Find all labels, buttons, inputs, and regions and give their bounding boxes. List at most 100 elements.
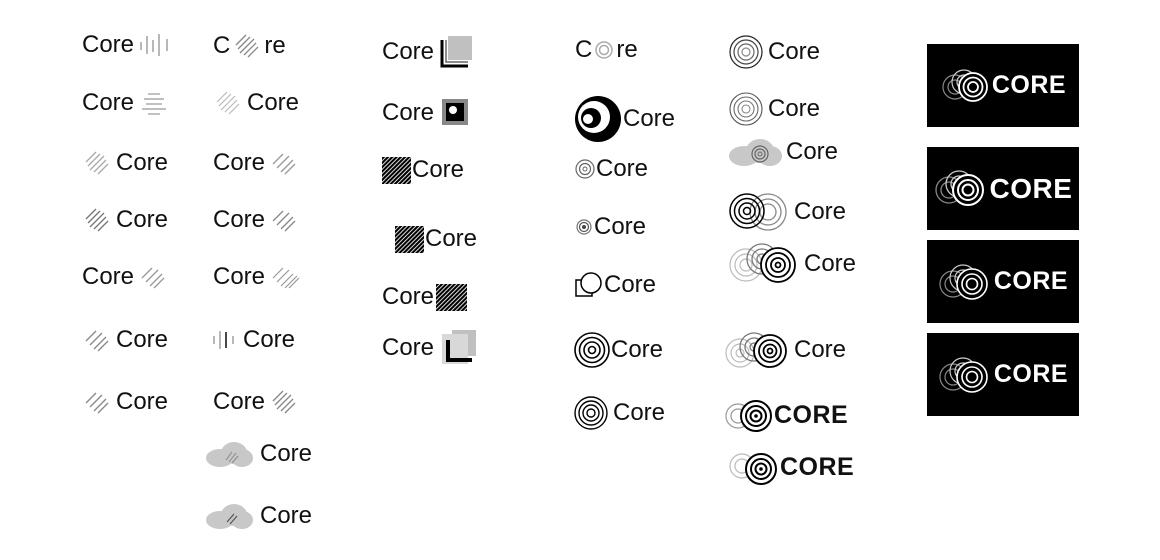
concentric-rings-icon <box>942 68 988 102</box>
striped-square-icon <box>395 226 424 253</box>
logo-multi-rings-core: Core <box>728 243 856 285</box>
diagonal-stripes-icon <box>272 153 296 175</box>
logo-text: Core <box>213 263 266 290</box>
crescent-icon <box>575 96 621 142</box>
diagonal-stripes-icon <box>141 267 165 289</box>
logo-text: Core <box>768 38 821 65</box>
logo-text: Core <box>243 326 296 353</box>
logo-core-stripes-after: Core <box>213 150 299 176</box>
logo-text: Core <box>604 271 657 298</box>
logo-core-stripes: Core <box>84 150 168 176</box>
logo-text: Core <box>794 198 847 225</box>
logo-text: Core <box>213 388 266 415</box>
logo-striped-square-core-2: Core <box>395 225 477 253</box>
logo-rings-core-2: Core <box>573 395 665 431</box>
logo-text: Core <box>213 149 266 176</box>
concentric-rings-icon <box>729 35 763 69</box>
vertical-bars-icon <box>213 331 234 349</box>
concentric-rings-icon <box>729 193 787 231</box>
logo-text: Core <box>116 388 169 415</box>
logo-text: Core <box>116 206 169 233</box>
logo-c-stripes-re: C re <box>213 32 286 59</box>
logo-text: Core <box>594 213 647 240</box>
logo-crescent-core: Core <box>573 94 675 144</box>
logo-text: Core <box>382 283 435 310</box>
logo-text: Core <box>213 206 266 233</box>
logo-text: Core <box>596 155 649 182</box>
dark-logo-panel: CORE <box>927 333 1079 416</box>
logo-core-lines: Core <box>82 90 170 116</box>
logo-core-square-corner: Core <box>382 34 474 70</box>
logo-text: CORE <box>993 267 1069 295</box>
logo-core-cloud-2: Core <box>204 502 312 530</box>
diagonal-stripes-icon <box>85 151 109 175</box>
logo-text: Core <box>412 156 465 183</box>
diagonal-stripes-icon <box>272 267 300 289</box>
striped-square-icon <box>382 157 411 184</box>
logo-core-square-dot: Core <box>382 97 472 129</box>
logo-multi-rings-core-2: Core <box>724 330 846 370</box>
logo-text: Core <box>82 89 135 116</box>
logo-text: CORE <box>993 360 1069 388</box>
striped-square-icon <box>436 284 468 311</box>
logo-text: CORE <box>774 400 849 429</box>
logo-text: Core <box>623 105 676 132</box>
logo-text: Core <box>613 399 666 426</box>
logo-core-bars-left: Core <box>211 327 295 353</box>
logo-text: Core <box>425 225 478 252</box>
logo-text: Core <box>82 31 135 58</box>
concentric-rings-icon <box>595 41 614 59</box>
logo-rings-core-c5a: Core <box>728 34 820 70</box>
logo-text: CORE <box>780 452 855 481</box>
logo-multi-rings-caps: CORE <box>724 397 848 433</box>
concentric-rings-icon <box>575 159 595 179</box>
logo-core-stripes-after-2: Core <box>213 207 299 233</box>
concentric-rings-icon <box>725 400 772 432</box>
diagonal-stripes-icon <box>235 34 259 58</box>
logo-text: Core <box>116 149 169 176</box>
logo-text: Core <box>768 95 821 122</box>
logo-text: Core <box>116 326 169 353</box>
dark-logo-panel: CORE <box>927 147 1079 230</box>
logo-text: Core <box>247 89 300 116</box>
logo-cloud-rings-core: Core <box>728 137 838 167</box>
logo-ring-core: Core <box>574 157 648 181</box>
horizontal-lines-icon <box>142 93 167 115</box>
cloud-icon <box>206 504 253 529</box>
logo-striped-square-core: Core <box>382 156 464 184</box>
logo-text: CORE <box>991 71 1067 99</box>
logo-text: Core <box>804 250 857 277</box>
logo-ring-core-small: Core <box>574 215 646 239</box>
concentric-rings-icon <box>939 356 988 393</box>
concentric-rings-icon <box>934 169 984 206</box>
concentric-rings-icon <box>576 219 592 235</box>
logo-core-bars: Core <box>82 32 174 58</box>
square-corner-icon <box>442 330 477 364</box>
logo-core-stripes-after-4: Core <box>213 389 299 415</box>
logo-rings-core-c5b: Core <box>728 91 820 127</box>
logo-core-stripes-2: Core <box>84 327 168 353</box>
concentric-rings-icon <box>729 453 777 485</box>
logo-text: Core <box>794 336 847 363</box>
logo-text: Core <box>82 263 135 290</box>
concentric-rings-icon <box>729 243 796 283</box>
logo-text: CORE <box>989 172 1073 204</box>
logo-core-striped-square: Core <box>382 283 468 311</box>
logo-multi-rings-caps-2: CORE <box>728 449 854 485</box>
concentric-rings-icon <box>574 396 608 430</box>
concentric-rings-icon <box>939 263 988 300</box>
logo-text: Core <box>382 334 435 361</box>
cloud-icon <box>206 442 253 467</box>
diagonal-stripes-icon <box>272 390 296 414</box>
concentric-rings-icon <box>729 92 763 126</box>
logo-text: Core <box>382 99 435 126</box>
logo-c-ring-re: C re <box>575 36 638 63</box>
logo-core-stripes-dark: Core <box>84 207 168 233</box>
logo-core-stripes-after-3: Core <box>213 264 303 290</box>
logo-rings-core: Core <box>573 331 663 369</box>
logo-text: Core <box>786 138 839 165</box>
cloud-icon <box>729 139 782 166</box>
diagonal-stripes-icon <box>85 392 109 414</box>
diagonal-stripes-icon <box>272 210 296 232</box>
logo-core-cloud: Core <box>204 440 312 468</box>
